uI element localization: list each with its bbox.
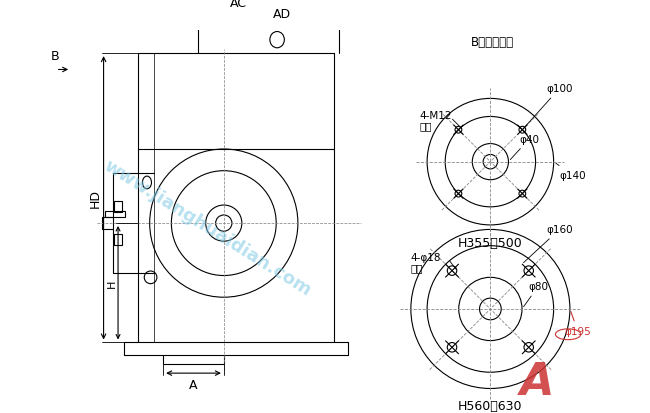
- Bar: [114, 235, 122, 245]
- Text: 均布: 均布: [420, 121, 432, 131]
- Text: 4-M12: 4-M12: [420, 110, 452, 120]
- Text: AD: AD: [273, 8, 291, 21]
- Bar: [114, 202, 122, 213]
- Text: A: A: [520, 360, 554, 403]
- Text: H355～500: H355～500: [458, 236, 523, 249]
- Text: HD: HD: [89, 189, 102, 208]
- Text: AC: AC: [229, 0, 247, 10]
- Text: B: B: [51, 50, 60, 63]
- Text: φ160: φ160: [523, 225, 573, 263]
- Text: H560～630: H560～630: [458, 399, 523, 412]
- Text: φ140: φ140: [556, 164, 586, 180]
- Text: www.jianghuaidian.com: www.jianghuaidian.com: [101, 157, 315, 299]
- Text: 均布: 均布: [411, 263, 423, 273]
- Text: 4-φ18: 4-φ18: [411, 252, 441, 262]
- Text: H: H: [107, 279, 117, 287]
- Text: B向法兰尺寸: B向法兰尺寸: [471, 36, 514, 49]
- Text: φ80: φ80: [524, 281, 549, 307]
- Text: A: A: [189, 378, 198, 391]
- Bar: [105, 212, 125, 217]
- Text: φ195: φ195: [564, 312, 592, 337]
- Text: φ40: φ40: [510, 135, 540, 160]
- Text: φ100: φ100: [524, 84, 573, 128]
